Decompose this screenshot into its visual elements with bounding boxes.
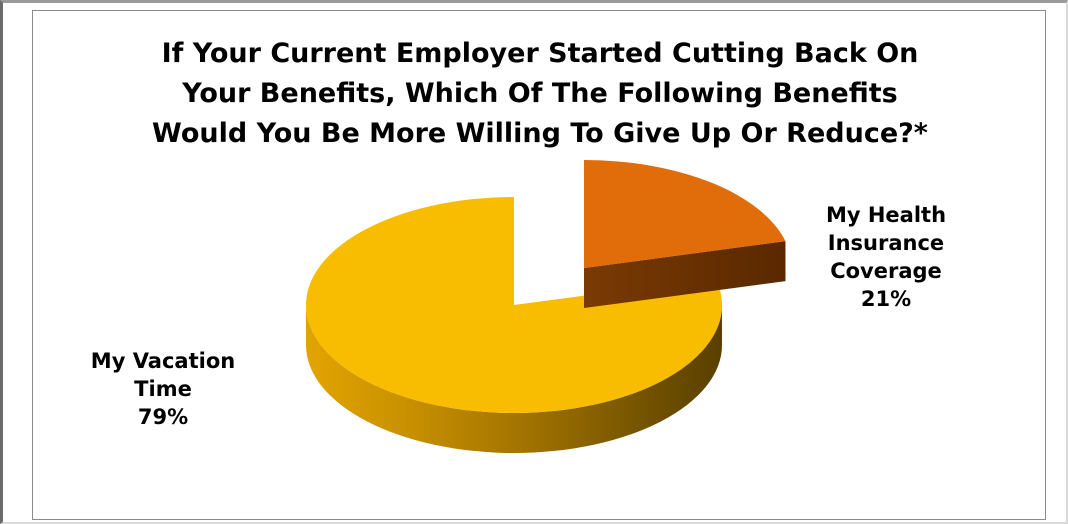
pie-slice-vacation-side bbox=[306, 305, 722, 453]
chart-title-line-1: If Your Current Employer Started Cutting… bbox=[161, 38, 919, 69]
chart-title-line-2: Your Benefits, Which Of The Following Be… bbox=[182, 78, 898, 109]
pie-slice-vacation-top bbox=[306, 197, 722, 413]
pie-slice-vacation bbox=[306, 197, 722, 453]
slice-label-health-insurance: My Health Insurance Coverage 21% bbox=[826, 203, 946, 311]
chart-title: If Your Current Employer Started Cutting… bbox=[60, 34, 1020, 154]
slice-labels: My Health Insurance Coverage 21% My Vacation… bbox=[91, 203, 946, 429]
slice-label-vacation: My Vacation Time 79% bbox=[91, 349, 235, 429]
pie-slice-health-insurance bbox=[584, 160, 786, 308]
chart-title-line-3: Would You Be More Willing To Give Up Or … bbox=[152, 118, 928, 149]
pie-slice-health-insurance-top bbox=[584, 160, 786, 268]
pie-slice-health-insurance-wall bbox=[584, 241, 786, 308]
pie-slices bbox=[306, 160, 786, 453]
